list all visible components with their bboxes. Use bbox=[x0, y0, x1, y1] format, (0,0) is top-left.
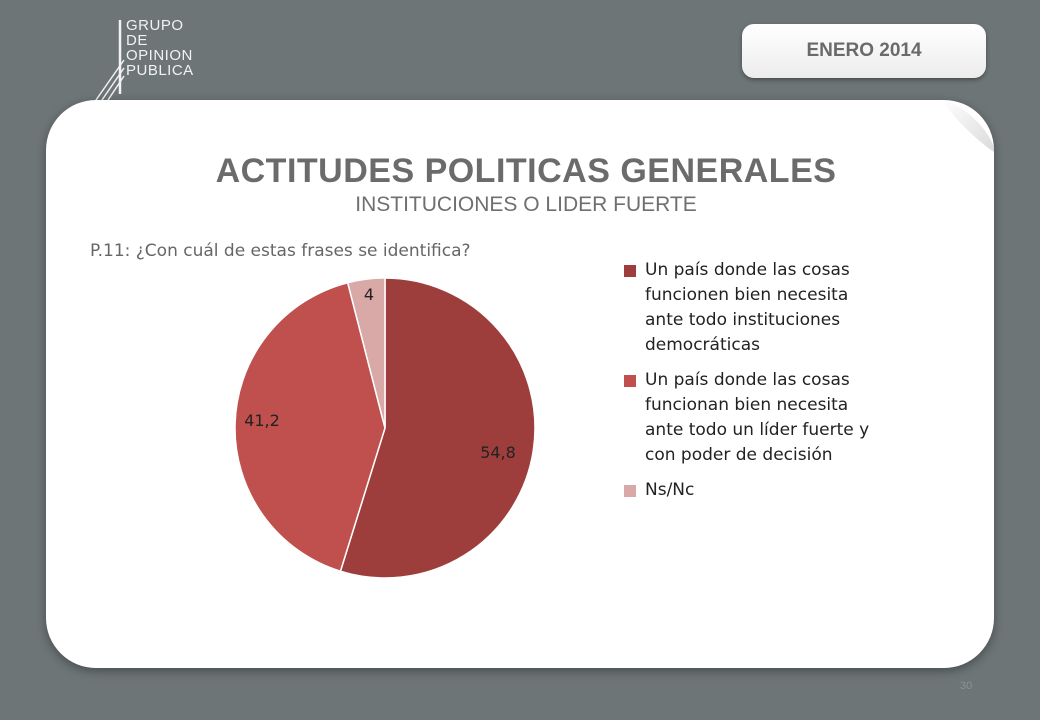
logo-line: DE bbox=[126, 32, 148, 49]
legend-item: Un país donde las cosas funcionan bien n… bbox=[624, 368, 884, 468]
pie-slice-3 bbox=[346, 277, 386, 429]
logo-text: GRUPO DE OPINION PUBLICA bbox=[126, 18, 194, 78]
legend-label: Ns/Nc bbox=[645, 480, 695, 500]
logo-mark-icon bbox=[95, 20, 125, 101]
legend-label: Un país donde las cosas funcionan bien n… bbox=[645, 370, 870, 465]
date-badge: ENERO 2014 bbox=[742, 24, 986, 78]
legend-label: Un país donde las cosas funcionen bien n… bbox=[645, 260, 850, 355]
data-label-2: 41,2 bbox=[244, 411, 280, 430]
legend-item: Ns/Nc bbox=[624, 478, 884, 503]
pie-slice-2 bbox=[234, 281, 386, 573]
page-title: ACTITUDES POLITICAS GENERALES bbox=[215, 152, 837, 190]
logo-line: PUBLICA bbox=[126, 62, 194, 79]
pie-slice-1 bbox=[339, 277, 536, 579]
logo-line: GRUPO bbox=[126, 17, 184, 34]
data-label-1: 54,8 bbox=[480, 443, 516, 462]
legend-swatch bbox=[624, 265, 636, 277]
legend-swatch bbox=[624, 485, 636, 497]
data-label-3: 4 bbox=[364, 285, 374, 304]
question-text: P.11: ¿Con cuál de estas frases se ident… bbox=[90, 241, 471, 261]
page-subtitle: INSTITUCIONES O LIDER FUERTE bbox=[355, 193, 697, 216]
logo-line: OPINION bbox=[126, 47, 193, 64]
legend-swatch bbox=[624, 375, 636, 387]
legend-item: Un país donde las cosas funcionen bien n… bbox=[624, 258, 884, 358]
chart-legend: Un país donde las cosas funcionen bien n… bbox=[624, 258, 884, 513]
page-number: 30 bbox=[960, 680, 973, 692]
